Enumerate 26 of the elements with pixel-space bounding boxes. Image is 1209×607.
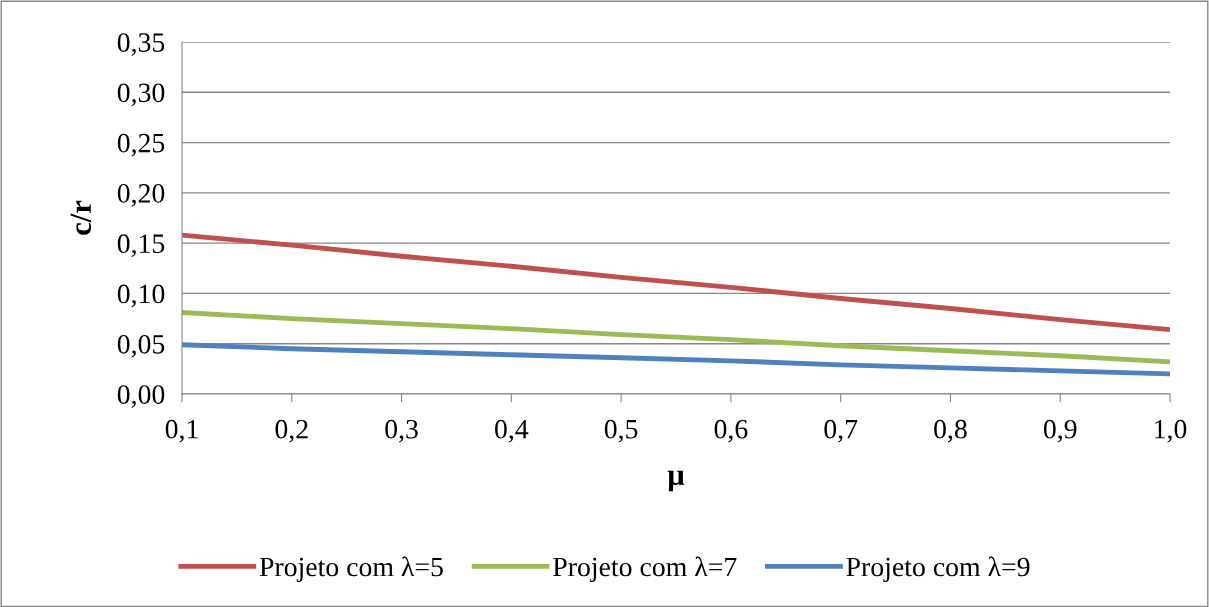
y-tick-label: 0,05 <box>117 334 165 358</box>
x-axis-title: μ <box>667 470 685 492</box>
x-tick-label: 0,1 <box>165 419 198 443</box>
x-tick-label: 0,7 <box>824 419 858 443</box>
x-tick-label: 0,8 <box>934 419 967 443</box>
legend-label: Projeto com λ=7 <box>553 556 737 582</box>
legend-label: Projeto com λ=9 <box>846 556 1030 582</box>
legend-label: Projeto com λ=5 <box>259 556 443 582</box>
y-axis-title: c/r <box>70 200 92 235</box>
y-tick-label: 0,10 <box>117 284 165 308</box>
x-tick-label: 0,2 <box>275 419 308 443</box>
y-tick-label: 0,15 <box>117 234 165 258</box>
y-tick-label: 0,00 <box>117 385 165 408</box>
x-tick-label: 0,6 <box>714 419 748 443</box>
x-tick-label: 0,9 <box>1043 419 1077 443</box>
line-series <box>182 310 1170 365</box>
x-tick-label: 0,3 <box>385 419 418 443</box>
y-tick-label: 0,30 <box>117 83 165 107</box>
y-tick-label: 0,35 <box>117 33 165 56</box>
y-tick-label: 0,25 <box>117 133 165 157</box>
x-tick-label: 1,0 <box>1155 419 1187 443</box>
y-tick-label: 0,20 <box>117 184 165 207</box>
line-series <box>182 232 1170 333</box>
x-tick-label: 0,4 <box>495 419 529 443</box>
x-tick-label: 0,5 <box>604 419 638 443</box>
line-series <box>182 342 1170 377</box>
